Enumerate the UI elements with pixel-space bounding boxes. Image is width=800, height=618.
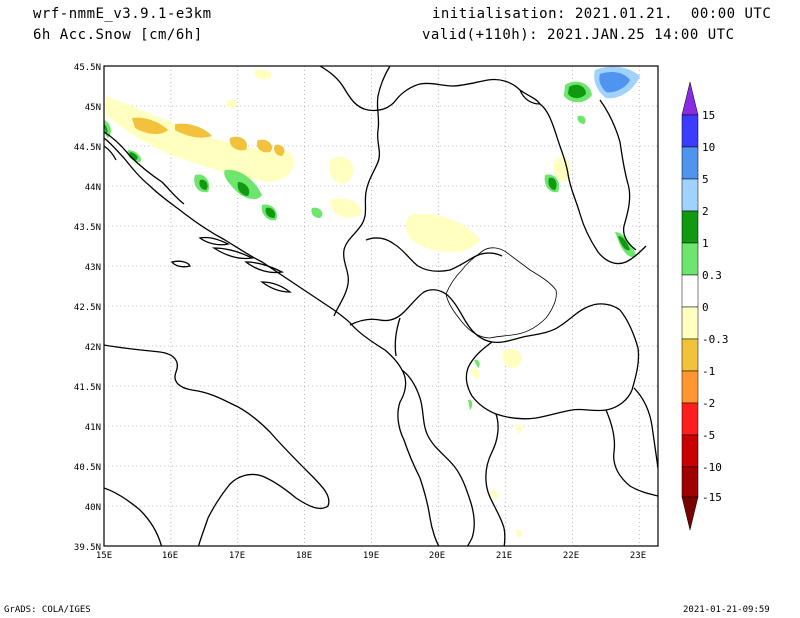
snow-field	[104, 66, 640, 538]
valid-time: valid(+110h): 2021.JAN.25 14:00 UTC	[422, 27, 735, 43]
lat-label: 44.5N	[74, 143, 101, 153]
colorbar-label: -10	[702, 461, 722, 474]
colorbar-label: 1	[702, 237, 709, 250]
colorbar-label: 0.3	[702, 269, 722, 282]
lon-label: 23E	[630, 551, 646, 561]
colorbar-box	[681, 210, 699, 244]
colorbar-box	[681, 178, 699, 212]
colorbar-label: 2	[702, 205, 709, 218]
lat-label: 43N	[85, 263, 101, 273]
colorbar-box	[681, 242, 699, 276]
colorbar-label: -15	[702, 491, 722, 504]
lon-label: 15E	[96, 551, 112, 561]
lon-label: 21E	[496, 551, 512, 561]
colorbar-box	[681, 146, 699, 180]
footer-credit: GrADS: COLA/IGES	[4, 605, 91, 615]
colorbar-label: -0.3	[702, 333, 729, 346]
map-frame	[103, 65, 659, 547]
lat-label: 44N	[85, 183, 101, 193]
lat-label: 41N	[85, 423, 101, 433]
colorbar-box	[681, 434, 699, 468]
field-title: 6h Acc.Snow [cm/6h]	[33, 27, 203, 43]
colorbar-label: 15	[702, 109, 715, 122]
footer-timestamp: 2021-01-21-09:59	[683, 605, 770, 615]
colorbar-label: 10	[702, 141, 715, 154]
lon-axis-labels: 15E 16E 17E 18E 19E 20E 21E 22E 23E	[96, 551, 646, 561]
colorbar-box	[681, 338, 699, 372]
lon-label: 17E	[229, 551, 245, 561]
colorbar-label: 0	[702, 301, 709, 314]
lon-label: 22E	[563, 551, 579, 561]
kosovo-border	[445, 247, 557, 339]
lat-label: 42N	[85, 343, 101, 353]
lon-label: 20E	[429, 551, 445, 561]
colorbar-label: -5	[702, 429, 715, 442]
colorbar-box	[681, 114, 699, 148]
colorbar-label: 5	[702, 173, 709, 186]
lat-label: 45.5N	[74, 63, 101, 73]
model-title: wrf-nmmE_v3.9.1-e3km	[33, 6, 212, 22]
lat-axis-labels: 45.5N 45N 44.5N 44N 43.5N 43N 42.5N 42N …	[74, 63, 101, 553]
coastlines-borders	[104, 66, 658, 546]
colorbar-box	[681, 402, 699, 436]
colorbar-label: -1	[702, 365, 715, 378]
lon-label: 16E	[162, 551, 178, 561]
colorbar-box	[681, 466, 699, 498]
colorbar-box	[681, 274, 699, 308]
init-time: initialisation: 2021.01.21. 00:00 UTC	[432, 6, 772, 22]
lat-label: 41.5N	[74, 383, 101, 393]
lon-label: 18E	[296, 551, 312, 561]
lat-label: 39.5N	[74, 543, 101, 553]
lat-label: 40.5N	[74, 463, 101, 473]
colorbar-bottom-triangle	[681, 496, 699, 531]
lat-label: 43.5N	[74, 223, 101, 233]
colorbar-top-triangle	[681, 81, 699, 116]
colorbar: 15 10 5 2 1 0.3 0 -0.3 -1 -2 -5 -10 -15	[681, 81, 729, 531]
lat-label: 42.5N	[74, 303, 101, 313]
lat-label: 40N	[85, 503, 101, 513]
lon-label: 19E	[363, 551, 379, 561]
colorbar-box	[681, 306, 699, 340]
colorbar-box	[681, 370, 699, 404]
lat-label: 45N	[85, 103, 101, 113]
colorbar-label: -2	[702, 397, 715, 410]
